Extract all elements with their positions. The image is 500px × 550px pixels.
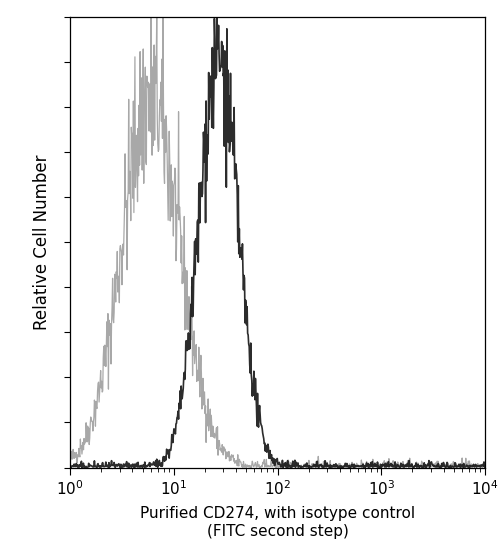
X-axis label: Purified CD274, with isotype control
(FITC second step): Purified CD274, with isotype control (FI… [140, 507, 415, 539]
Y-axis label: Relative Cell Number: Relative Cell Number [33, 154, 52, 330]
